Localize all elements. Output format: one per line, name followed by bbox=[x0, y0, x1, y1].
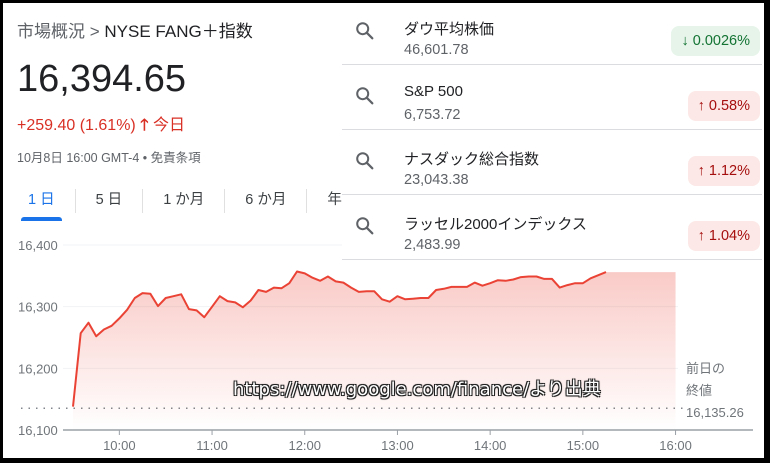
tab-1-day[interactable]: 1 日 bbox=[8, 189, 76, 221]
suggestion-value: 23,043.38 bbox=[404, 172, 469, 188]
y-tick-label: 16,200 bbox=[18, 361, 58, 376]
x-tick-label: 16:00 bbox=[659, 438, 692, 453]
tab-5-days[interactable]: 5 日 bbox=[76, 189, 144, 213]
change-percent: 1.04% bbox=[708, 228, 750, 244]
suggestion-name: ナスダック総合指数 bbox=[404, 151, 540, 168]
suggestion-item[interactable]: ナスダック総合指数 23,043.38 ↑ 1.12% bbox=[342, 130, 762, 195]
bullet: • bbox=[142, 151, 148, 165]
y-tick-label: 16,100 bbox=[18, 423, 58, 438]
x-tick-label: 15:00 bbox=[567, 438, 600, 453]
price-line bbox=[72, 270, 607, 407]
suggestion-item[interactable]: ラッセル2000インデックス 2,483.99 ↑ 1.04% bbox=[342, 195, 762, 260]
change-percent: 1.12% bbox=[708, 163, 750, 179]
change-percent: 0.0026% bbox=[692, 33, 750, 49]
arrow-up-icon: ↑ bbox=[697, 163, 705, 179]
suggestion-item[interactable]: ダウ平均株価 46,601.78 ↓ 0.0026% bbox=[342, 3, 762, 65]
timestamp: 10月8日 16:00 GMT-4 bbox=[17, 151, 140, 165]
suggestion-value: 46,601.78 bbox=[404, 42, 469, 58]
source-watermark: https://www.google.com/finance/より出典 bbox=[233, 379, 601, 400]
x-tick-label: 14:00 bbox=[474, 438, 507, 453]
price-change: +259.40 (1.61%) 🡑 今日 bbox=[17, 111, 185, 141]
previous-close-value: 16,135.26 bbox=[686, 405, 744, 420]
change-badge: ↑ 1.04% bbox=[687, 221, 760, 251]
y-tick-label: 16,300 bbox=[18, 300, 58, 315]
range-tabs: 1 日 5 日 1 か月 6 か月 年 bbox=[8, 189, 362, 221]
tab-1-month[interactable]: 1 か月 bbox=[143, 189, 226, 213]
previous-close-label: 前日の 終値 16,135.26 bbox=[686, 358, 744, 424]
x-tick-label: 10:00 bbox=[103, 438, 136, 453]
arrow-up-icon: ↑ bbox=[697, 98, 705, 114]
change-percent: 0.58% bbox=[708, 98, 750, 114]
finance-page: 市場概況 > NYSE FANG＋指数 16,394.65 +259.40 (1… bbox=[3, 3, 764, 458]
search-icon bbox=[356, 217, 374, 235]
search-icon bbox=[356, 22, 374, 40]
breadcrumb-separator: > bbox=[89, 22, 100, 41]
previous-close-title-2: 終値 bbox=[686, 383, 713, 398]
x-tick-label: 12:00 bbox=[288, 438, 321, 453]
previous-close-title-1: 前日の bbox=[686, 361, 726, 376]
x-tick-label: 13:00 bbox=[381, 438, 414, 453]
change-value: +259.40 (1.61%) bbox=[17, 117, 136, 134]
change-badge: ↓ 0.0026% bbox=[671, 26, 760, 56]
suggestion-name: S&P 500 bbox=[404, 83, 463, 100]
breadcrumb: 市場概況 > NYSE FANG＋指数 bbox=[17, 17, 253, 42]
disclaimer-link[interactable]: 免責条項 bbox=[150, 151, 201, 165]
price-chart[interactable]: 16,400 16,300 16,200 16,100 10:00 11:00 12:00… bbox=[3, 228, 764, 458]
arrow-down-icon: ↓ bbox=[681, 33, 689, 49]
breadcrumb-parent-link[interactable]: 市場概況 bbox=[17, 22, 85, 41]
breadcrumb-current: NYSE FANG＋指数 bbox=[104, 22, 253, 41]
arrow-up-icon: ↑ bbox=[697, 228, 705, 244]
tab-year[interactable]: 年 bbox=[327, 192, 342, 208]
x-tick-label: 11:00 bbox=[196, 438, 228, 453]
price-area-fill bbox=[73, 271, 676, 431]
change-badge: ↑ 0.58% bbox=[687, 91, 760, 121]
suggestion-name: ダウ平均株価 bbox=[404, 21, 495, 38]
change-badge: ↑ 1.12% bbox=[687, 156, 760, 186]
y-tick-label: 16,400 bbox=[18, 238, 58, 253]
search-icon bbox=[356, 152, 374, 170]
change-period: 今日 bbox=[152, 117, 185, 134]
current-price: 16,394.65 bbox=[17, 58, 187, 100]
suggestion-value: 6,753.72 bbox=[404, 107, 461, 123]
arrow-up-icon: 🡑 bbox=[140, 117, 149, 134]
tab-6-months[interactable]: 6 か月 bbox=[225, 189, 308, 213]
suggestion-name: ラッセル2000インデックス bbox=[404, 216, 587, 233]
search-icon bbox=[356, 87, 374, 105]
search-suggestions-dropdown: ダウ平均株価 46,601.78 ↓ 0.0026% S&P 500 6,753… bbox=[342, 3, 762, 265]
suggestion-value: 2,483.99 bbox=[404, 237, 461, 253]
quote-meta: 10月8日 16:00 GMT-4 • 免責条項 bbox=[17, 147, 201, 166]
suggestion-item[interactable]: S&P 500 6,753.72 ↑ 0.58% bbox=[342, 65, 762, 130]
